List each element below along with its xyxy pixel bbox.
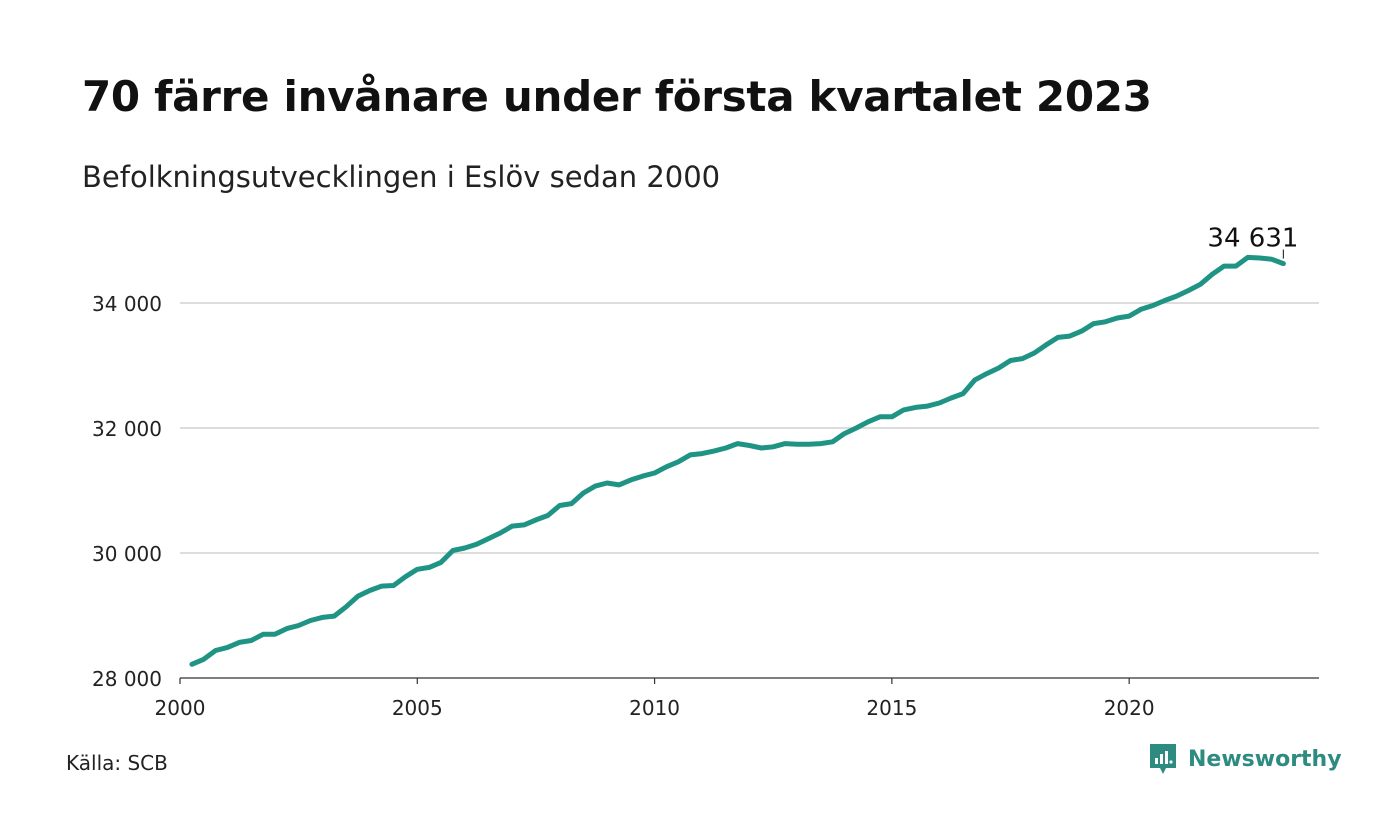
y-axis: 28 000 30 000 32 000 34 000	[92, 292, 162, 691]
newsworthy-logo: Newsworthy	[1148, 742, 1342, 776]
y-tick-label: 34 000	[92, 292, 162, 316]
x-tick-label: 2020	[1104, 696, 1155, 720]
y-tick-label: 30 000	[92, 542, 162, 566]
x-tick-label: 2010	[629, 696, 680, 720]
x-tick-label: 2000	[155, 696, 206, 720]
source-note: Källa: SCB	[66, 751, 168, 775]
y-tick-label: 32 000	[92, 417, 162, 441]
gridlines	[180, 302, 1319, 679]
series-line-population	[189, 254, 1286, 667]
brand-name: Newsworthy	[1188, 746, 1342, 772]
series-layer	[189, 254, 1286, 667]
x-tick-label: 2005	[392, 696, 443, 720]
annotation-layer: 34 631	[1207, 224, 1298, 259]
chart-title: 70 färre invånare under första kvartalet…	[82, 72, 1152, 121]
chart-subtitle: Befolkningsutvecklingen i Eslöv sedan 20…	[82, 160, 721, 194]
x-axis: 2000 2005 2010 2015 2020	[155, 678, 1155, 720]
x-tick-label: 2015	[866, 696, 917, 720]
end-value-label: 34 631	[1207, 224, 1298, 254]
newsworthy-logo-icon	[1150, 744, 1176, 774]
y-tick-label: 28 000	[92, 667, 162, 691]
